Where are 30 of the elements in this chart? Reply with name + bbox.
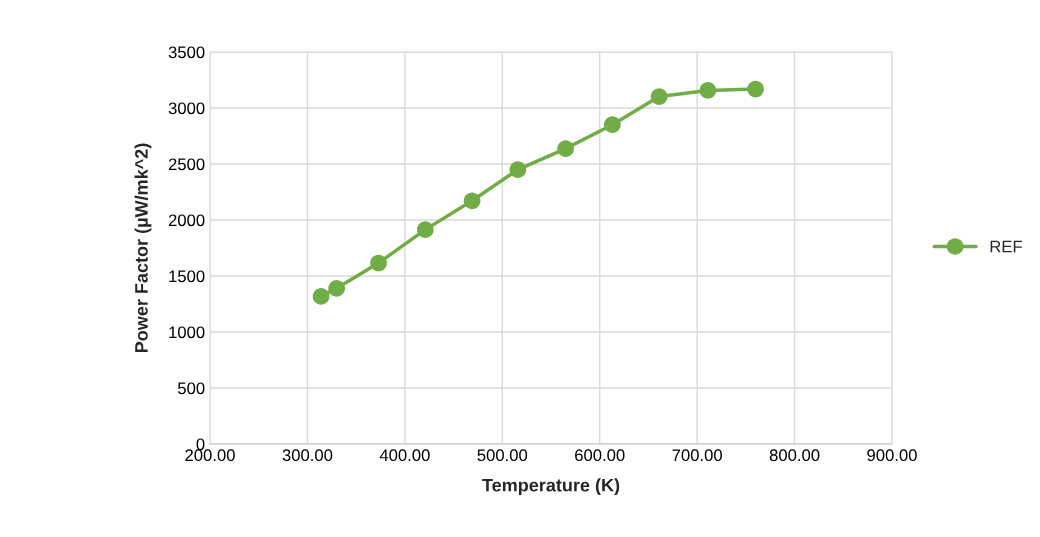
y-tick-label: 1000 [169,326,205,339]
point [747,80,764,98]
point [328,279,345,297]
point [463,192,481,210]
x-axis-title: Temperature (K) [482,478,620,496]
legend-label: REF [990,240,1022,253]
point [312,288,330,305]
x-tick-label: 600.00 [575,449,625,462]
point [557,140,574,157]
point [370,254,387,272]
point [604,116,621,134]
point [416,221,434,238]
y-tick-label: 500 [178,382,205,395]
x-tick-label: 700.00 [672,449,722,462]
y-tick-label: 3000 [168,102,205,115]
y-tick-label: 2000 [168,214,205,227]
y-tick-label: 0 [196,438,205,451]
x-tick-label: 300.00 [282,449,333,462]
x-tick-label: 900.00 [867,449,917,462]
x-tick-label: 200.00 [185,449,235,462]
point [699,82,717,99]
point [650,88,668,105]
x-tick-label: 400.00 [379,449,430,462]
x-tick-label: 500.00 [477,449,528,462]
y-tick-label: 2500 [168,158,205,171]
y-axis-title: Power Factor (µW/mk^2) [134,143,152,353]
y-tick-label: 3500 [168,46,205,59]
x-tick-label: 800.00 [769,449,820,462]
point [509,161,527,178]
y-tick-label: 1500 [169,270,205,283]
